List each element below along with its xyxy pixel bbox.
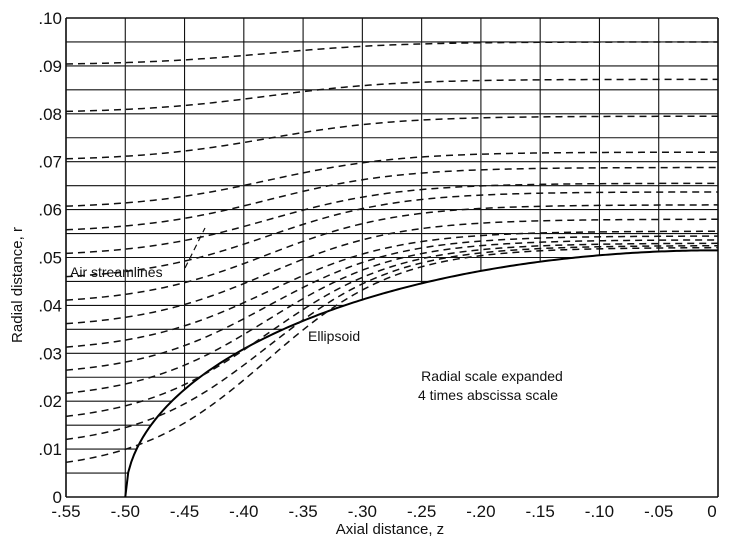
tick-layer: 0 .01 .02 .03 .04 .05 .06 .07 .08 .09 .10 -.55 -.50 -… bbox=[38, 9, 716, 521]
x-tick-label: -.05 bbox=[644, 502, 673, 521]
annotation-air-streamlines: Air streamlines bbox=[70, 264, 163, 280]
y-tick-label: .02 bbox=[38, 392, 62, 411]
x-tick-label: -.10 bbox=[585, 502, 614, 521]
x-tick-label: -.15 bbox=[526, 502, 555, 521]
curve-layer bbox=[65, 41, 719, 498]
streamline bbox=[65, 230, 719, 348]
streamline bbox=[65, 239, 719, 395]
streamline bbox=[65, 246, 719, 464]
x-tick-label: -.45 bbox=[170, 502, 199, 521]
y-tick-label: .07 bbox=[38, 153, 62, 172]
y-tick-label: .10 bbox=[38, 9, 62, 28]
x-tick-label: -.40 bbox=[229, 502, 258, 521]
streamline bbox=[65, 41, 718, 65]
x-tick-label: -.20 bbox=[466, 502, 495, 521]
y-tick-label: .04 bbox=[38, 296, 62, 315]
grid-layer bbox=[65, 17, 719, 498]
annotation-scale-note-line2: 4 times abscissa scale bbox=[418, 387, 558, 403]
streamline bbox=[65, 115, 718, 160]
x-axis-label: Axial distance, z bbox=[336, 521, 444, 538]
x-tick-label: -.30 bbox=[348, 502, 377, 521]
annotation-air-streamlines-leader bbox=[184, 227, 206, 269]
streamline bbox=[65, 204, 719, 301]
streamline bbox=[65, 182, 718, 255]
x-tick-label: -.55 bbox=[51, 502, 80, 521]
y-tick-label: .01 bbox=[38, 440, 62, 459]
y-tick-label: .06 bbox=[38, 201, 62, 220]
streamline bbox=[65, 78, 718, 113]
annotation-ellipsoid: Ellipsoid bbox=[308, 328, 360, 344]
y-tick-label: .09 bbox=[38, 57, 62, 76]
x-tick-label: -.50 bbox=[111, 502, 140, 521]
y-tick-label: .08 bbox=[38, 105, 62, 124]
streamline bbox=[65, 235, 719, 371]
x-tick-label: 0 bbox=[707, 502, 716, 521]
y-tick-label: .03 bbox=[38, 344, 62, 363]
streamline bbox=[65, 218, 719, 325]
streamline bbox=[65, 191, 718, 278]
y-tick-label: 0 bbox=[53, 488, 62, 507]
ellipsoid-curve bbox=[124, 249, 718, 498]
y-tick-label: .05 bbox=[38, 249, 62, 268]
x-tick-label: -.25 bbox=[407, 502, 436, 521]
streamline bbox=[65, 244, 719, 441]
y-axis-label: Radial distance, r bbox=[9, 227, 26, 343]
streamline bbox=[65, 242, 719, 418]
annotation-scale-note-line1: Radial scale expanded bbox=[421, 368, 563, 384]
x-tick-label: -.35 bbox=[288, 502, 317, 521]
streamline bbox=[65, 151, 718, 207]
streamline bbox=[65, 166, 719, 231]
